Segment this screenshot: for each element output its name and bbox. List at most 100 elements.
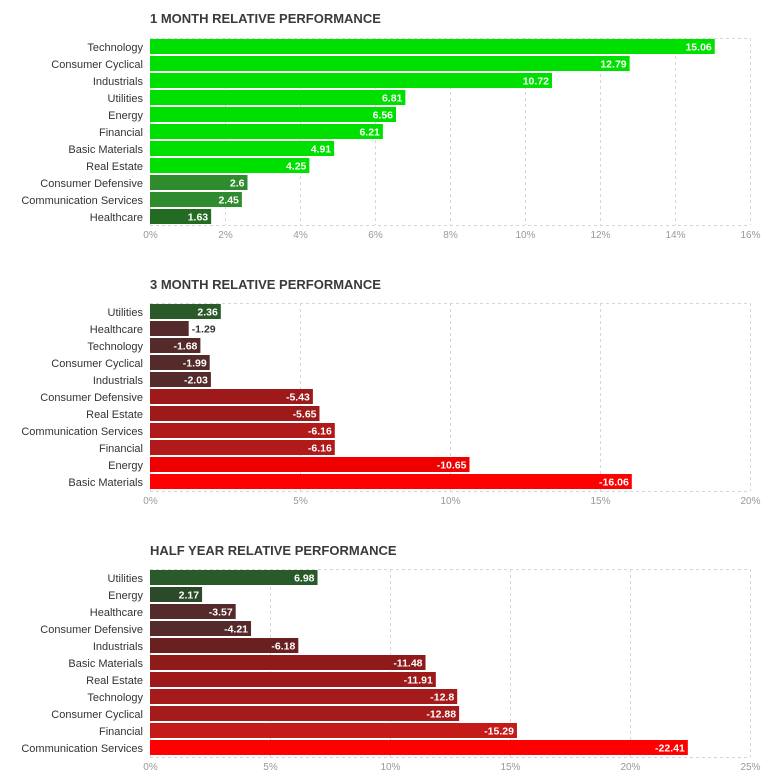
value-label-energy: -10.65: [437, 460, 467, 472]
bar-utilities: [150, 570, 318, 585]
value-label-real-estate: -5.65: [293, 409, 317, 421]
category-label-technology: Technology: [87, 341, 143, 353]
value-label-communication-services: -6.16: [308, 426, 332, 438]
value-label-financial: -15.29: [484, 726, 514, 738]
category-label-communication-services: Communication Services: [21, 743, 143, 755]
category-label-communication-services: Communication Services: [21, 426, 143, 438]
bar-consumer-cyclical: [150, 706, 460, 721]
x-tick-label: 20%: [740, 496, 760, 507]
chart-title: HALF YEAR RELATIVE PERFORMANCE: [150, 543, 397, 558]
value-label-consumer-defensive: -5.43: [286, 392, 310, 404]
value-label-financial: -6.16: [308, 443, 332, 455]
bar-communication-services: [150, 192, 242, 207]
bar-healthcare: [150, 321, 189, 336]
chart-title: 3 MONTH RELATIVE PERFORMANCE: [150, 277, 381, 292]
category-label-financial: Financial: [99, 726, 143, 738]
value-label-consumer-defensive: -4.21: [224, 624, 248, 636]
bar-consumer-defensive: [150, 621, 252, 636]
bar-real-estate: [150, 672, 436, 687]
bar-industrials: [150, 638, 299, 653]
x-tick-label: 0%: [143, 762, 158, 773]
value-label-healthcare: 1.63: [188, 212, 209, 224]
bar-technology: [150, 338, 201, 353]
bar-communication-services: [150, 423, 335, 438]
category-label-energy: Energy: [108, 110, 143, 122]
value-label-utilities: 6.81: [382, 93, 403, 105]
x-tick-label: 10%: [380, 762, 400, 773]
x-tick-label: 15%: [500, 762, 520, 773]
category-label-healthcare: Healthcare: [90, 324, 143, 336]
category-label-basic-materials: Basic Materials: [68, 144, 143, 156]
value-label-energy: 6.56: [373, 110, 394, 122]
category-label-consumer-cyclical: Consumer Cyclical: [51, 59, 143, 71]
category-label-consumer-defensive: Consumer Defensive: [40, 178, 143, 190]
bar-real-estate: [150, 406, 320, 421]
value-label-consumer-cyclical: -12.88: [426, 709, 456, 721]
category-label-industrials: Industrials: [93, 641, 144, 653]
chart-panel-2: 3 MONTH RELATIVE PERFORMANCE 0% 5% 10% 15% 20…: [21, 277, 760, 507]
category-label-consumer-defensive: Consumer Defensive: [40, 624, 143, 636]
value-label-real-estate: 4.25: [286, 161, 307, 173]
value-label-industrials: -6.18: [271, 641, 295, 653]
category-label-energy: Energy: [108, 590, 143, 602]
bar-financial: [150, 723, 517, 738]
category-label-healthcare: Healthcare: [90, 212, 143, 224]
x-tick-label: 6%: [368, 230, 383, 241]
bar-energy: [150, 457, 470, 472]
bar-industrials: [150, 73, 552, 88]
bar-technology: [150, 689, 458, 704]
bar-healthcare: [150, 604, 236, 619]
x-tick-label: 8%: [443, 230, 458, 241]
category-label-real-estate: Real Estate: [86, 675, 143, 687]
value-label-industrials: -2.03: [184, 375, 208, 387]
value-label-basic-materials: -16.06: [599, 477, 629, 489]
category-label-technology: Technology: [87, 42, 143, 54]
value-label-utilities: 2.36: [197, 307, 218, 319]
x-tick-label: 12%: [590, 230, 610, 241]
category-label-healthcare: Healthcare: [90, 607, 143, 619]
bar-basic-materials: [150, 655, 426, 670]
value-label-technology: 15.06: [685, 42, 711, 54]
category-label-real-estate: Real Estate: [86, 161, 143, 173]
category-label-utilities: Utilities: [108, 307, 144, 319]
bar-energy: [150, 107, 396, 122]
category-label-utilities: Utilities: [108, 573, 144, 585]
bar-basic-materials: [150, 141, 335, 156]
x-tick-label: 15%: [590, 496, 610, 507]
bar-healthcare: [150, 209, 212, 224]
category-label-communication-services: Communication Services: [21, 195, 143, 207]
value-label-consumer-cyclical: -1.99: [183, 358, 207, 370]
bar-real-estate: [150, 158, 310, 173]
category-label-basic-materials: Basic Materials: [68, 477, 143, 489]
category-label-technology: Technology: [87, 692, 143, 704]
bar-energy: [150, 587, 203, 602]
chart-panel-3: HALF YEAR RELATIVE PERFORMANCE 0% 5% 10% 15%…: [21, 543, 760, 773]
bar-communication-services: [150, 740, 688, 755]
x-tick-label: 5%: [263, 762, 278, 773]
value-label-industrials: 10.72: [523, 76, 549, 88]
bar-consumer-defensive: [150, 389, 313, 404]
x-tick-label: 4%: [293, 230, 308, 241]
category-label-financial: Financial: [99, 443, 143, 455]
value-label-communication-services: -22.41: [655, 743, 685, 755]
value-label-consumer-defensive: 2.6: [230, 178, 245, 190]
bar-consumer-defensive: [150, 175, 248, 190]
x-tick-label: 10%: [515, 230, 535, 241]
category-label-consumer-cyclical: Consumer Cyclical: [51, 709, 143, 721]
x-tick-label: 10%: [440, 496, 460, 507]
x-tick-label: 14%: [665, 230, 685, 241]
bar-basic-materials: [150, 474, 632, 489]
bar-utilities: [150, 90, 406, 105]
value-label-healthcare: -1.29: [192, 324, 216, 336]
chart-panel-1: 1 MONTH RELATIVE PERFORMANCE 0% 2% 4% 6% 8% 10…: [21, 11, 760, 241]
bar-technology: [150, 39, 715, 54]
category-label-utilities: Utilities: [108, 93, 144, 105]
value-label-basic-materials: -11.48: [393, 658, 422, 670]
category-label-real-estate: Real Estate: [86, 409, 143, 421]
value-label-technology: -12.8: [430, 692, 454, 704]
x-tick-label: 20%: [620, 762, 640, 773]
value-label-healthcare: -3.57: [209, 607, 233, 619]
category-label-basic-materials: Basic Materials: [68, 658, 143, 670]
value-label-communication-services: 2.45: [218, 195, 239, 207]
